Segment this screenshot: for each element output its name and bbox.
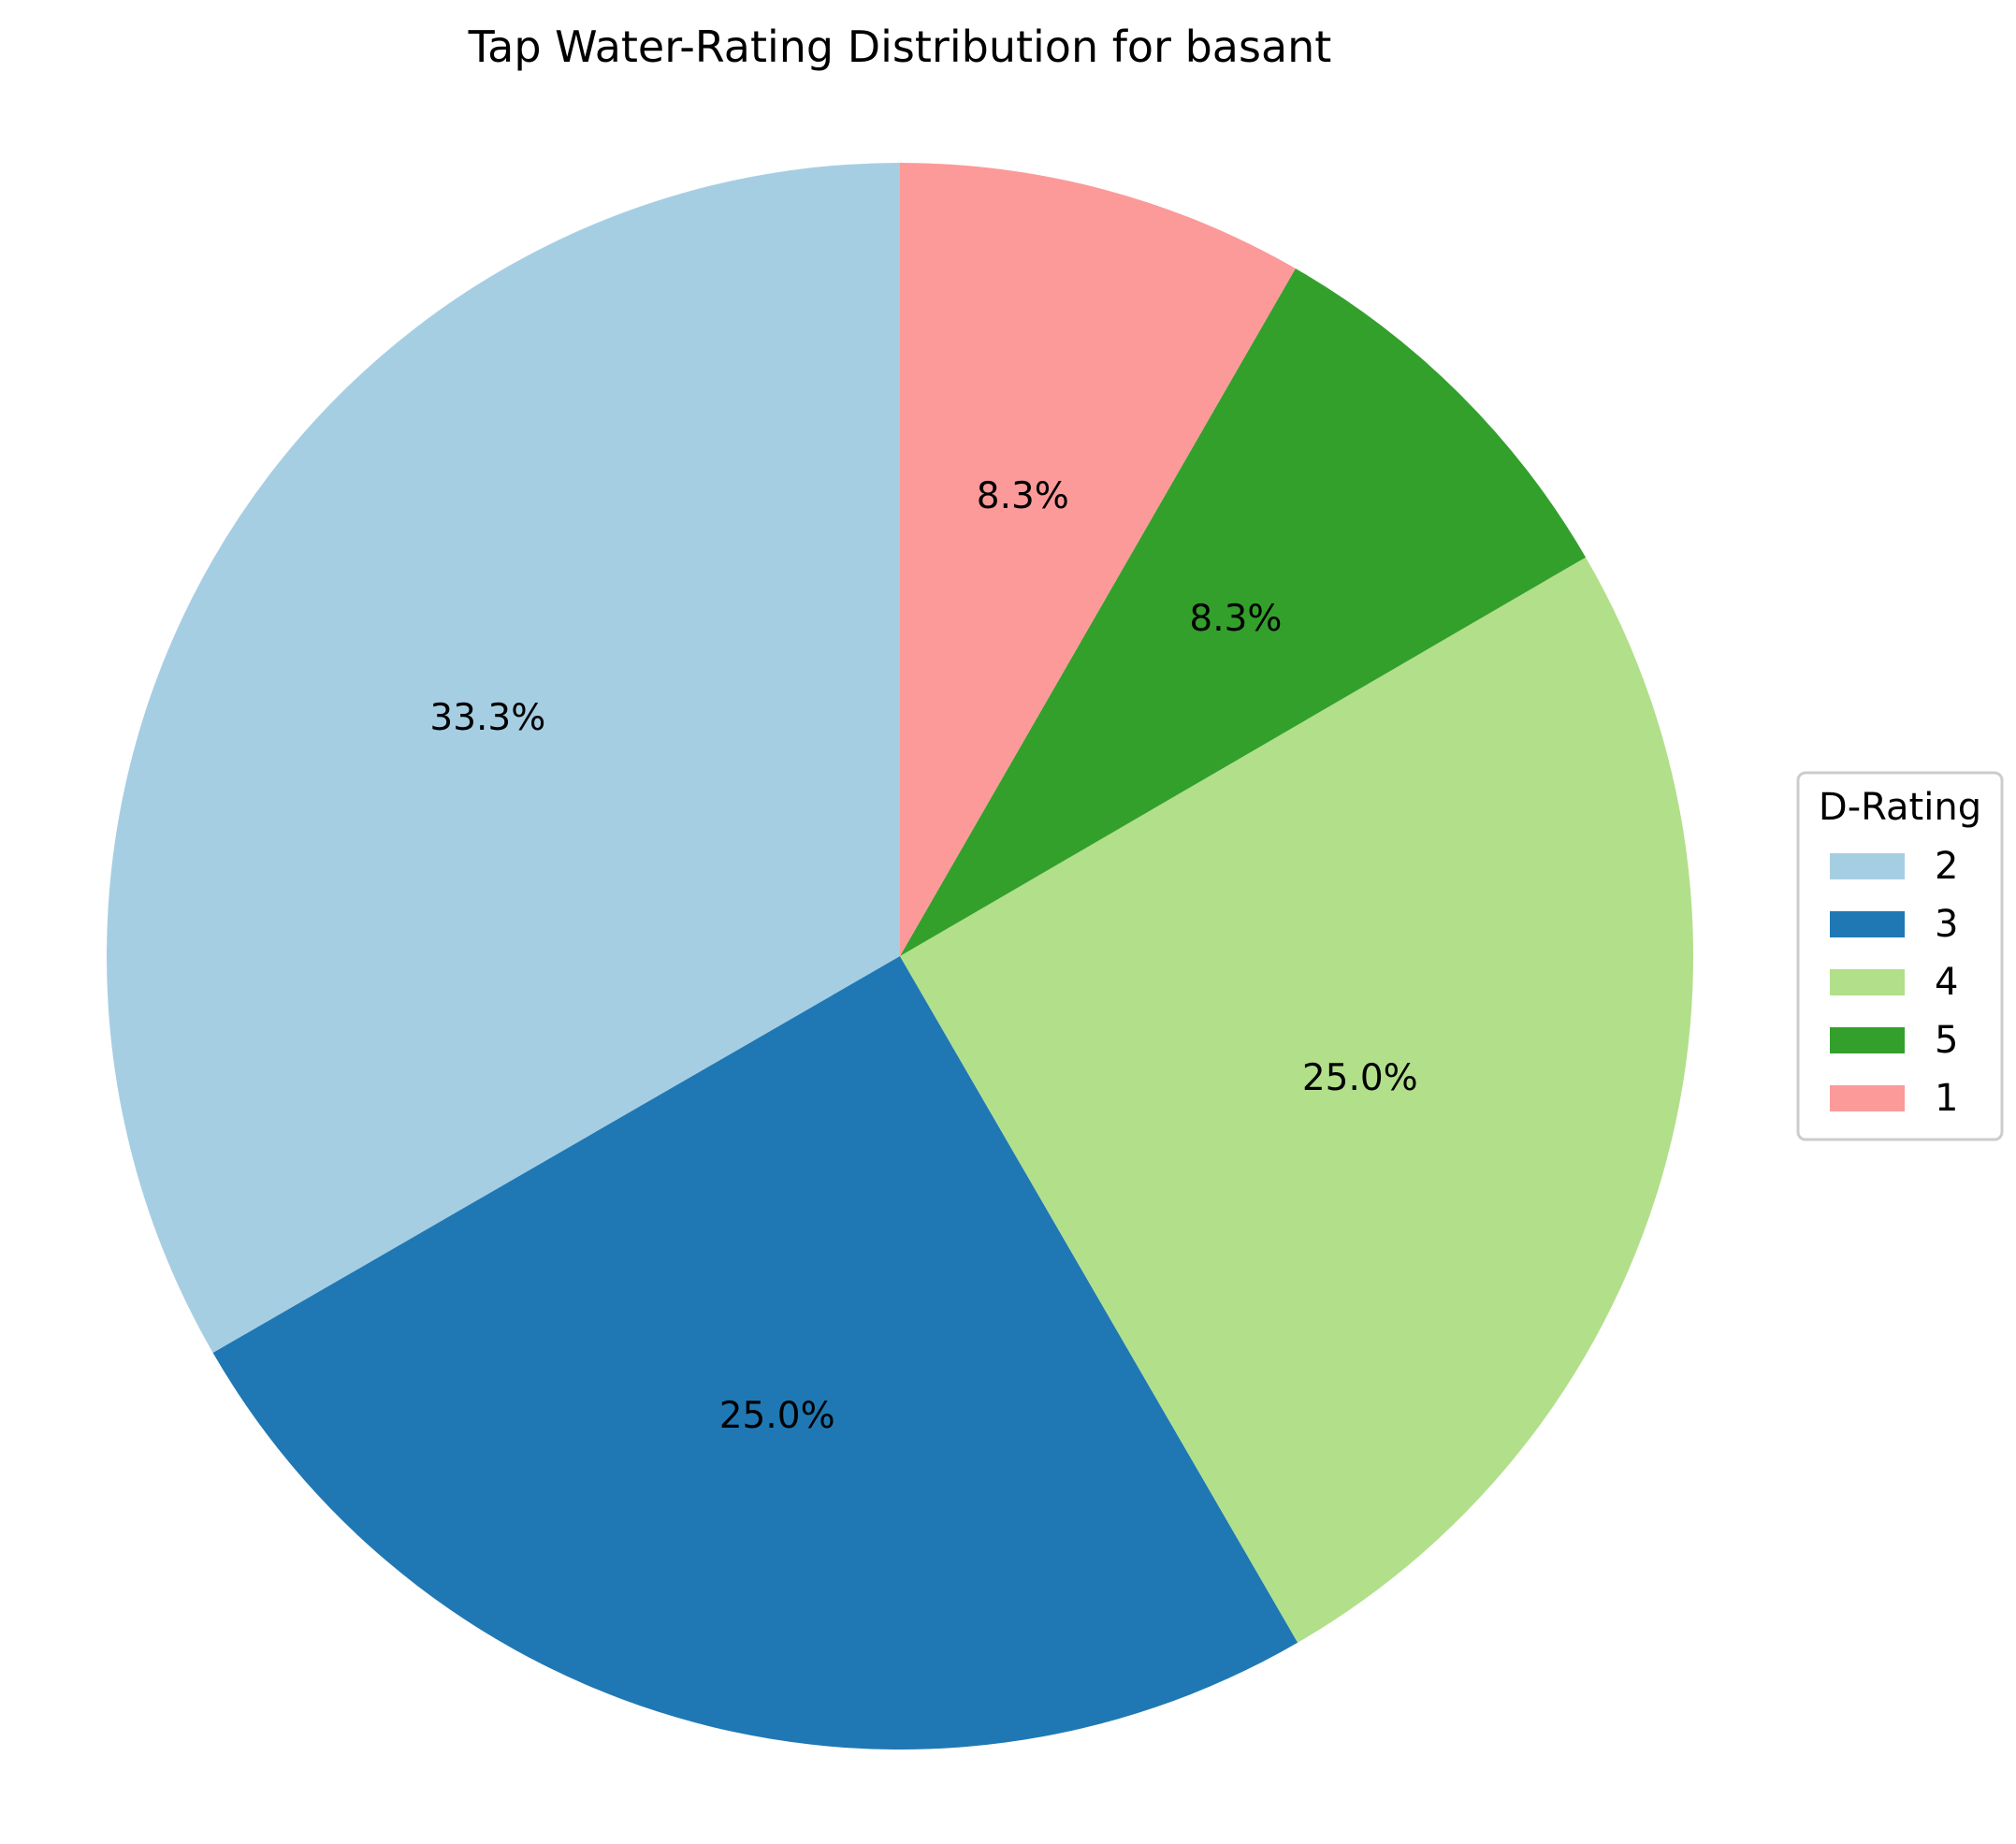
pie-label-2: 33.3%	[429, 697, 545, 739]
pie-slices	[107, 163, 1693, 1750]
pie-slice-2	[107, 163, 901, 1353]
legend-label-5: 5	[1935, 1019, 1958, 1062]
legend-title: D-Rating	[1819, 786, 1981, 829]
pie-slice-4	[900, 557, 1693, 1643]
legend-swatch-5	[1830, 1027, 1905, 1053]
chart-title: Tap Water-Rating Distribution for basant	[468, 22, 1332, 72]
legend-label-3: 3	[1935, 903, 1958, 946]
legend-items: 2 3 4 5 1	[1830, 845, 1958, 1120]
legend-swatch-2	[1830, 853, 1905, 879]
pie-label-1: 8.3%	[977, 475, 1069, 517]
legend-label-2: 2	[1935, 845, 1958, 888]
legend-label-1: 1	[1935, 1077, 1958, 1120]
pie-slice-1	[900, 163, 1296, 956]
pie-label-4: 25.0%	[1302, 1057, 1418, 1099]
legend-swatch-3	[1830, 911, 1905, 937]
pie-label-5: 8.3%	[1189, 598, 1282, 640]
legend-label-4: 4	[1935, 961, 1958, 1004]
pie-percent-labels: 33.3% 25.0% 25.0% 8.3% 8.3%	[429, 475, 1417, 1437]
legend-swatch-1	[1830, 1085, 1905, 1111]
legend-swatch-4	[1830, 969, 1905, 995]
pie-label-3: 25.0%	[719, 1395, 835, 1437]
pie-slice-3	[212, 956, 1298, 1750]
pie-slice-5	[900, 268, 1587, 956]
legend: D-Rating 2 3 4 5 1	[1796, 771, 2004, 1141]
